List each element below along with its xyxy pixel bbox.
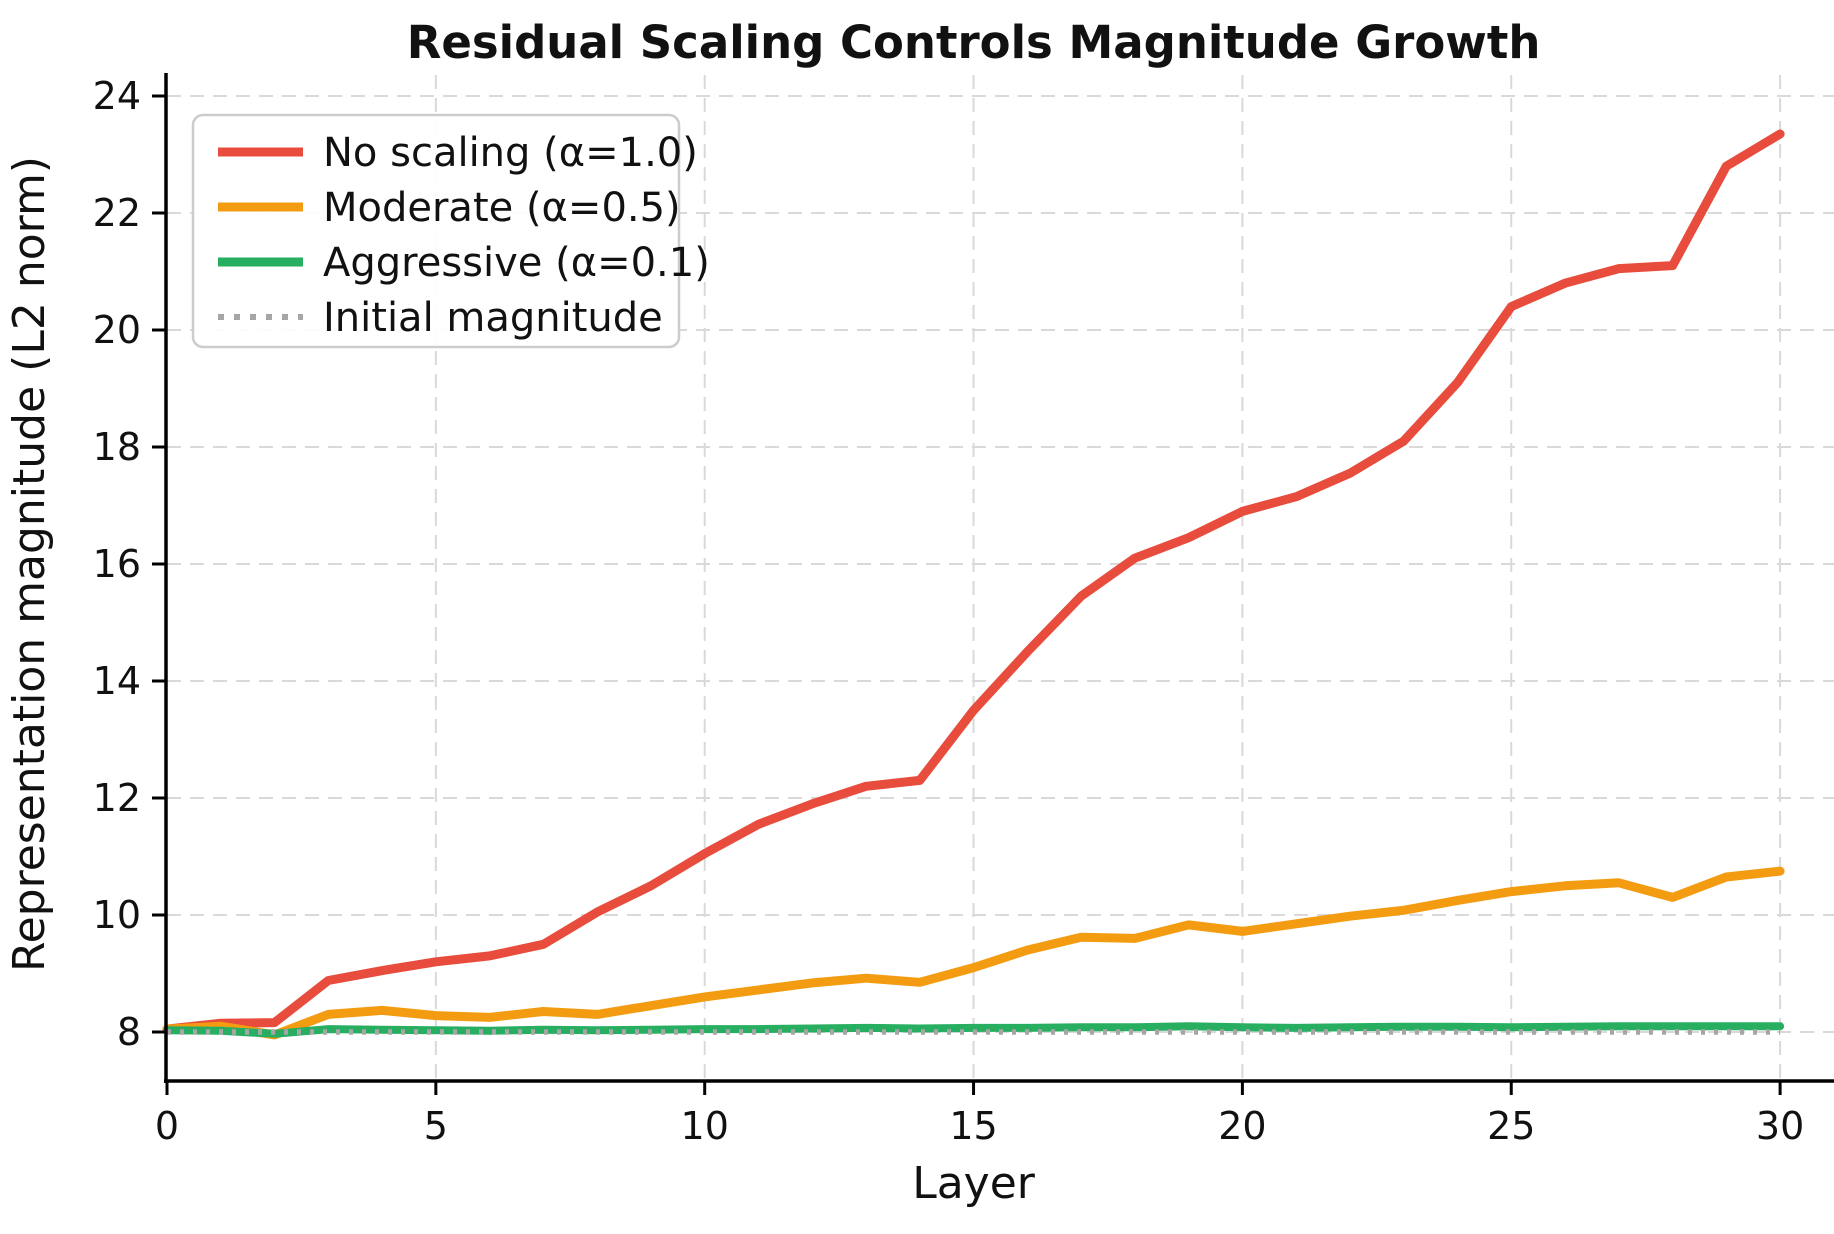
x-tick-label: 5 [424, 1104, 448, 1148]
x-tick-label: 25 [1487, 1104, 1535, 1148]
y-tick-label: 8 [117, 1010, 141, 1054]
x-tick-label: 20 [1218, 1104, 1266, 1148]
x-tick-label: 0 [155, 1104, 179, 1148]
legend-box [191, 113, 681, 349]
series-line-no-scaling-1-0- [162, 129, 1785, 1034]
legend-label: Initial magnitude [323, 295, 663, 341]
x-tick-label: 10 [681, 1104, 729, 1148]
y-tick-label: 16 [93, 542, 141, 586]
legend-label: Moderate (α=0.5) [323, 185, 681, 231]
y-tick-label: 22 [93, 191, 141, 235]
x-tick-label: 30 [1756, 1104, 1804, 1148]
y-tick-label: 24 [93, 74, 141, 118]
y-tick-label: 14 [93, 659, 141, 703]
legend-label: Aggressive (α=0.1) [323, 240, 710, 286]
x-tick-label: 15 [949, 1104, 997, 1148]
x-axis-label: Layer [912, 1158, 1036, 1209]
y-tick-label: 12 [93, 776, 141, 820]
y-axis-label: Representation magnitude (L2 norm) [4, 156, 55, 972]
series-line-aggressive-0-1- [163, 1022, 1785, 1038]
series-line-moderate-0-5- [162, 866, 1785, 1040]
y-tick-label: 20 [93, 308, 141, 352]
y-tick-label: 10 [93, 893, 141, 937]
chart-title: Residual Scaling Controls Magnitude Grow… [407, 16, 1541, 69]
y-tick-label: 18 [93, 425, 141, 469]
legend-label: No scaling (α=1.0) [323, 130, 698, 176]
